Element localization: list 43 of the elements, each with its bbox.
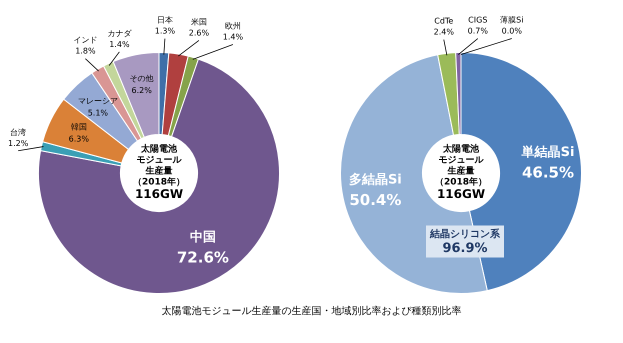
slice-label: CdTe bbox=[434, 16, 454, 26]
data-label: 1.2% bbox=[8, 138, 29, 148]
data-label: 1.4% bbox=[222, 32, 244, 42]
data-label: 6.3% bbox=[68, 134, 90, 144]
data-label: 5.1% bbox=[88, 108, 108, 118]
text: 太陽電池 bbox=[140, 143, 178, 154]
data-label: 0.7% bbox=[468, 26, 488, 36]
text: 太陽電池モジュール生産量の生産国・地域別比率および種類別比率 bbox=[160, 304, 462, 318]
slice-label: 単結晶Si bbox=[520, 144, 574, 160]
slice-label: 多結晶Si bbox=[348, 172, 402, 188]
text: モジュール bbox=[438, 155, 484, 166]
text: 116GW bbox=[436, 187, 486, 202]
slice-label: 中国 bbox=[190, 230, 216, 246]
slice-label: カナダ bbox=[107, 28, 132, 38]
category-label: 薄膜Si bbox=[500, 16, 524, 25]
slice-label: CIGS bbox=[468, 16, 488, 25]
data-label: 2.4% bbox=[434, 28, 454, 37]
data-label: 1.4% bbox=[109, 40, 130, 49]
slice-label: 欧州 bbox=[224, 22, 241, 31]
data-label: 72.6% bbox=[176, 248, 229, 267]
slice-label: 米国 bbox=[190, 18, 207, 27]
slice-label: 日本 bbox=[156, 16, 173, 25]
data-label: 1.3% bbox=[154, 26, 176, 36]
slice-label: インド bbox=[73, 36, 98, 45]
text: 96.9% bbox=[442, 240, 488, 256]
text: モジュール bbox=[136, 155, 182, 166]
text: 生産量 bbox=[144, 165, 172, 176]
data-label: 2.6% bbox=[188, 28, 210, 38]
text: 0.0% bbox=[502, 26, 522, 36]
text: （2018年） bbox=[434, 176, 488, 188]
text: （2018年） bbox=[132, 176, 186, 188]
slice-label: マレーシア bbox=[78, 96, 118, 106]
slice-label: 台湾 bbox=[10, 128, 26, 137]
slice-label: 韓国 bbox=[70, 122, 87, 132]
text: 116GW bbox=[134, 187, 184, 202]
data-label: 1.8% bbox=[75, 46, 96, 56]
slice-label: その他 bbox=[130, 74, 154, 84]
text: 太陽電池 bbox=[442, 143, 480, 154]
data-label: 50.4% bbox=[349, 190, 402, 209]
data-label: 6.2% bbox=[131, 86, 152, 96]
data-label: 46.5% bbox=[522, 163, 574, 182]
text: 結晶シリコン系 bbox=[429, 228, 501, 240]
text: 生産量 bbox=[446, 165, 474, 176]
